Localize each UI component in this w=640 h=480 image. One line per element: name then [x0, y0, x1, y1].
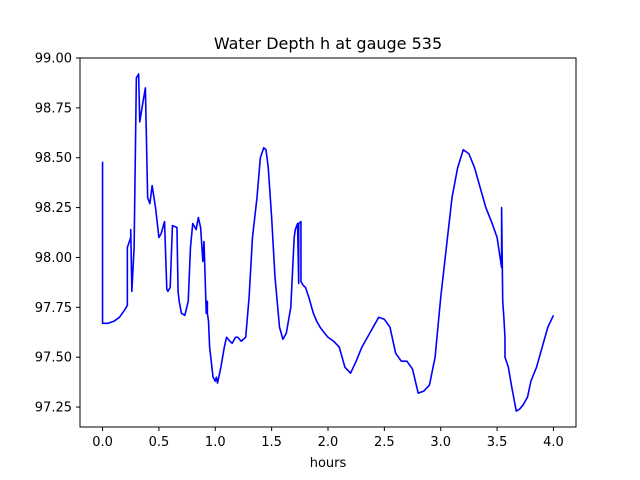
data-layer — [101, 73, 555, 412]
x-tick-label: 2.0 — [318, 435, 339, 450]
x-tick-label: 3.0 — [430, 435, 451, 450]
x-tick-label: 0.5 — [149, 435, 170, 450]
x-tick-label: 0.0 — [92, 435, 113, 450]
x-axis-label: hours — [310, 456, 347, 471]
y-tick-label: 98.00 — [35, 251, 72, 266]
x-tick-label: 4.0 — [543, 435, 564, 450]
y-tick-label: 97.50 — [35, 351, 72, 366]
chart-title: Water Depth h at gauge 535 — [214, 34, 442, 53]
x-tick-label: 1.0 — [205, 435, 226, 450]
plot-frame — [79, 57, 577, 428]
y-tick-label: 98.50 — [35, 151, 72, 166]
y-tick-label: 98.75 — [35, 101, 72, 116]
x-tick-label: 3.5 — [487, 435, 508, 450]
x-tick-label: 2.5 — [374, 435, 395, 450]
series-line-0 — [101, 73, 555, 412]
y-tick-label: 97.25 — [35, 401, 72, 416]
x-tick-label: 1.5 — [261, 435, 282, 450]
y-tick-label: 99.00 — [35, 52, 72, 67]
y-tick-label: 98.25 — [35, 201, 72, 216]
y-tick-label: 97.75 — [35, 301, 72, 316]
axes-layer: 0.0 0.5 1.0 1.5 2.0 2.5 3.0 3.5 4.0 97.25 97.50 97.… — [35, 52, 564, 451]
